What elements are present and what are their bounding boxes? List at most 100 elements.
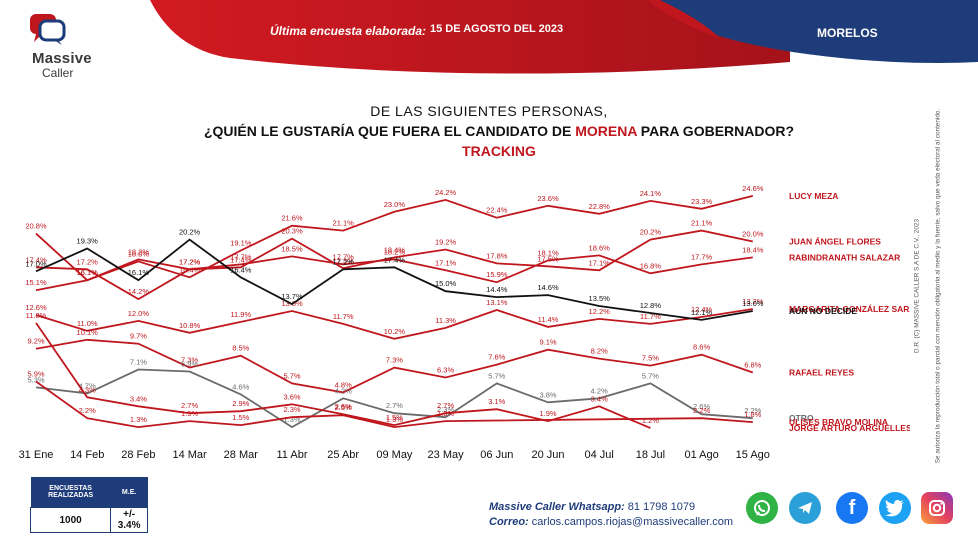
chart-title-line2: ¿QUIÉN LE GUSTARÍA QUE FUERA EL CANDIDAT… [0, 123, 978, 139]
instagram-icon[interactable] [921, 492, 953, 524]
data-label: 24.1% [640, 189, 662, 198]
data-label: 11.0% [77, 319, 98, 328]
data-label: 4.7% [79, 381, 96, 390]
data-label: 24.6% [742, 184, 764, 193]
data-label: 23.0% [384, 200, 406, 209]
data-label: 17.7% [691, 252, 713, 261]
legend-label: RABINDRANATH SALAZAR [789, 252, 900, 262]
header-banner [150, 0, 978, 74]
legend-label: JORGE ARTURO ARGÜELLES VICTORERO [789, 423, 910, 433]
data-label: 3.6% [283, 392, 300, 401]
logo-text-massive: Massive [32, 50, 92, 67]
x-tick-label: 11 Abr [277, 449, 308, 461]
surveys-header: ENCUESTAS REALIZADAS [30, 477, 111, 508]
data-label: 17.1% [435, 258, 457, 267]
data-label: 4.6% [232, 382, 249, 391]
x-tick-label: 06 Jun [480, 449, 513, 461]
whatsapp-number: 81 1798 1079 [627, 501, 696, 513]
data-label: 11.4% [538, 315, 559, 324]
data-label: 6.3% [437, 365, 454, 374]
data-label: 13.7% [281, 292, 303, 301]
data-label: 17.2% [179, 257, 201, 266]
data-label: 10.2% [384, 327, 406, 336]
data-label: 7.3% [181, 356, 198, 365]
data-label: 1.5% [386, 413, 403, 422]
legend-label: ULISES BRAVO MOLINA [789, 417, 888, 427]
data-label: 7.5% [642, 354, 659, 363]
x-tick-label: 01 Ago [684, 449, 718, 461]
data-label: 17.1% [589, 258, 611, 267]
data-label: 18.1% [537, 248, 559, 257]
data-label: 2.2% [744, 406, 761, 415]
data-label: 12.2% [589, 307, 611, 316]
x-tick-label: 31 Ene [19, 449, 54, 461]
data-label: 20.8% [25, 222, 47, 231]
data-label: 12.8% [640, 301, 662, 310]
x-tick-label: 14 Feb [70, 449, 104, 461]
series-0: 20.8% 16.1% 18.0% 16.4% 19.1% 21.6% 21.1% 23.0%… [25, 184, 838, 282]
whatsapp-label: Massive Caller Whatsapp: [489, 501, 625, 513]
margin-error-value: +/- 3.4% [110, 507, 148, 533]
legend-label: MARGARITA GONZÁLEZ SARAVIA [789, 304, 910, 314]
data-label: 17.4% [25, 255, 47, 264]
data-label: 17.2% [333, 257, 355, 266]
copyright-note: D.R. (C) MASSIVE CALLER S.A DE C.V., 202… [913, 218, 921, 354]
data-label: 12.1% [691, 308, 713, 317]
data-label: 10.8% [179, 321, 201, 330]
data-label: 16.8% [640, 261, 662, 270]
data-label: 11.9% [230, 310, 251, 319]
data-label: 17.8% [486, 251, 508, 260]
last-survey-label: Última encuesta elaborada: [270, 24, 427, 38]
x-tick-label: 23 May [428, 449, 465, 461]
data-label: 12.6% [25, 303, 47, 312]
chart-title-line1: DE LAS SIGUIENTES PERSONAS, [370, 103, 608, 119]
data-label: 2.6% [335, 402, 352, 411]
data-label: 11.7% [333, 312, 354, 321]
data-label: 11.8% [26, 311, 47, 320]
data-label: 16.1% [128, 268, 150, 277]
data-label: 13.5% [589, 294, 611, 303]
logo: Massive Caller [28, 12, 108, 80]
data-label: 13.1% [486, 298, 508, 307]
data-label: 5.7% [488, 371, 505, 380]
region-label: MORELOS [817, 26, 878, 40]
data-label: 1.9% [437, 409, 454, 418]
data-label: 8.6% [693, 343, 710, 352]
survey-table: ENCUESTAS REALIZADAS M.E. 1000 +/- 3.4% [29, 477, 148, 533]
data-label: 9.1% [539, 338, 556, 347]
data-label: 3.4% [591, 394, 608, 403]
data-label: 17.3% [333, 256, 355, 265]
twitter-icon[interactable] [879, 492, 911, 524]
data-label: 7.3% [386, 356, 403, 365]
data-label: 17.7% [230, 252, 252, 261]
data-label: 20.3% [281, 227, 303, 236]
data-label: 15.9% [486, 270, 508, 279]
header: Massive Caller Última encuesta elaborada… [0, 0, 978, 80]
facebook-icon[interactable]: f [836, 492, 868, 524]
legend-label: JUAN ÁNGEL FLORES [789, 237, 881, 247]
series-8: 5.9% 2.2% 1.3% 1.9% 1.5% 2.3% 2.5% 1.3% 1.9% 2.2%… [27, 369, 888, 429]
telegram-icon[interactable] [789, 492, 821, 524]
data-label: 1.5% [232, 413, 249, 422]
x-tick-label: 09 May [376, 449, 413, 461]
data-label: 17.0% [25, 259, 47, 268]
data-label: 19.2% [435, 237, 457, 246]
data-label: 17.5% [537, 254, 559, 263]
data-label: 22.8% [589, 202, 611, 211]
data-label: 18.6% [589, 243, 611, 252]
data-label: 1.9% [539, 409, 556, 418]
series-line [35, 338, 754, 394]
data-label: 18.4% [742, 245, 764, 254]
data-label: 10.1% [77, 328, 99, 337]
disclaimer-note: Se autoriza la reproducción total o parc… [934, 108, 942, 464]
last-survey-date: 15 DE AGOSTO DEL 2023 [430, 23, 564, 35]
whatsapp-icon[interactable] [746, 492, 778, 524]
data-label: 13.0% [742, 299, 764, 308]
data-label: 8.5% [232, 344, 249, 353]
data-label: 17.4% [384, 255, 406, 264]
data-label: 3.4% [130, 394, 147, 403]
data-label: 18.0% [128, 249, 150, 258]
series-4: 17.0% 19.3% 16.1% 20.2% 16.4% 13.7% 17.2% 17.4%… [25, 228, 857, 321]
data-label: 20.2% [640, 228, 662, 237]
legend-label: RAFAEL REYES [789, 368, 854, 378]
